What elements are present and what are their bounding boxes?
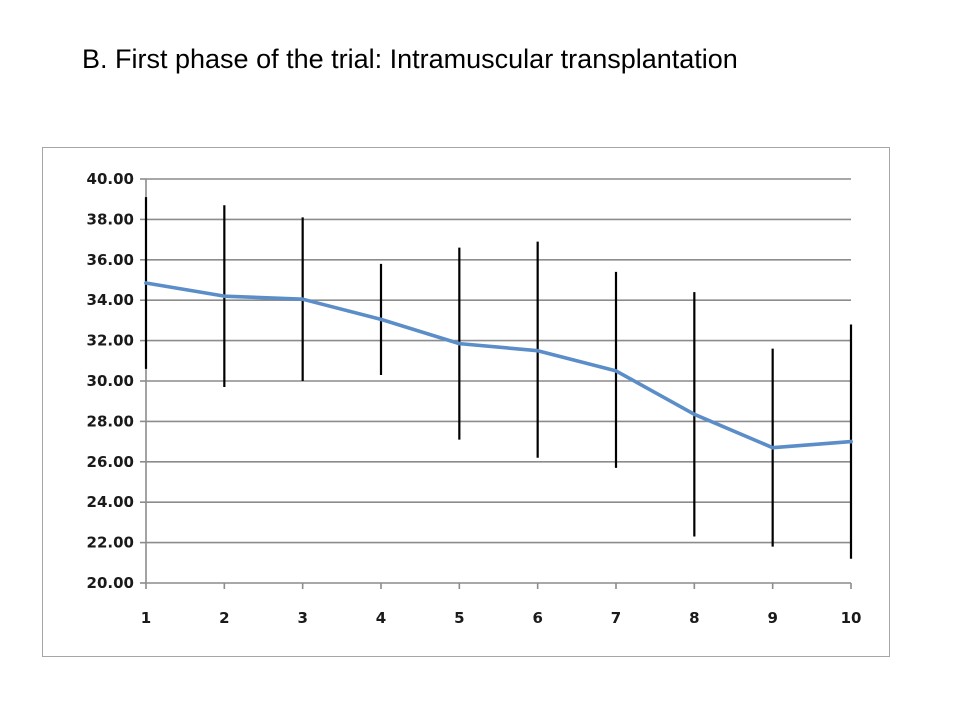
- y-tick-label: 34.00: [87, 291, 134, 309]
- data-point: [692, 412, 697, 417]
- y-tick-label: 38.00: [87, 210, 134, 228]
- y-tick-label: 32.00: [87, 332, 134, 350]
- x-axis-ticks: 1 2 3 4 5 6 7 8 9 10: [141, 583, 862, 627]
- y-tick-label: 40.00: [87, 170, 134, 188]
- series-line: [144, 281, 853, 450]
- y-tick-label: 22.00: [87, 534, 134, 552]
- chart-frame: 20.00 22.00 24.00 26.00 28.00 30.00 32.00 34.00…: [42, 147, 890, 657]
- y-tick-label: 20.00: [87, 574, 134, 592]
- x-tick-label: 5: [454, 609, 464, 627]
- x-tick-label: 7: [611, 609, 621, 627]
- x-tick-label: 6: [532, 609, 542, 627]
- data-point: [614, 369, 618, 373]
- data-point: [300, 297, 305, 301]
- y-tick-label: 26.00: [87, 453, 134, 471]
- data-point: [379, 317, 383, 322]
- error-bars: [144, 197, 853, 559]
- data-point: [770, 445, 775, 450]
- data-point: [457, 341, 462, 346]
- gridlines: [146, 178, 851, 544]
- y-tick-label: 30.00: [87, 372, 134, 390]
- data-point: [222, 294, 227, 298]
- x-tick-label: 3: [297, 609, 307, 627]
- y-tick-label: 28.00: [87, 412, 134, 430]
- y-axis-ticks: 20.00 22.00 24.00 26.00 28.00 30.00 32.00 34.00…: [87, 170, 146, 592]
- series-lines: [144, 281, 853, 450]
- x-tick-label: 4: [376, 609, 386, 627]
- x-tick-label: 9: [767, 609, 777, 627]
- line-chart: 20.00 22.00 24.00 26.00 28.00 30.00 32.00 34.00…: [87, 170, 862, 627]
- x-tick-label: 2: [219, 609, 229, 627]
- y-tick-label: 24.00: [87, 493, 134, 511]
- data-point: [849, 439, 853, 444]
- x-tick-label: 10: [841, 609, 862, 627]
- x-tick-label: 1: [141, 609, 151, 627]
- data-point: [535, 348, 540, 353]
- y-tick-label: 36.00: [87, 251, 134, 269]
- data-point: [144, 281, 148, 285]
- slide-title: B. First phase of the trial: Intramuscul…: [82, 44, 738, 74]
- x-tick-label: 8: [689, 609, 699, 627]
